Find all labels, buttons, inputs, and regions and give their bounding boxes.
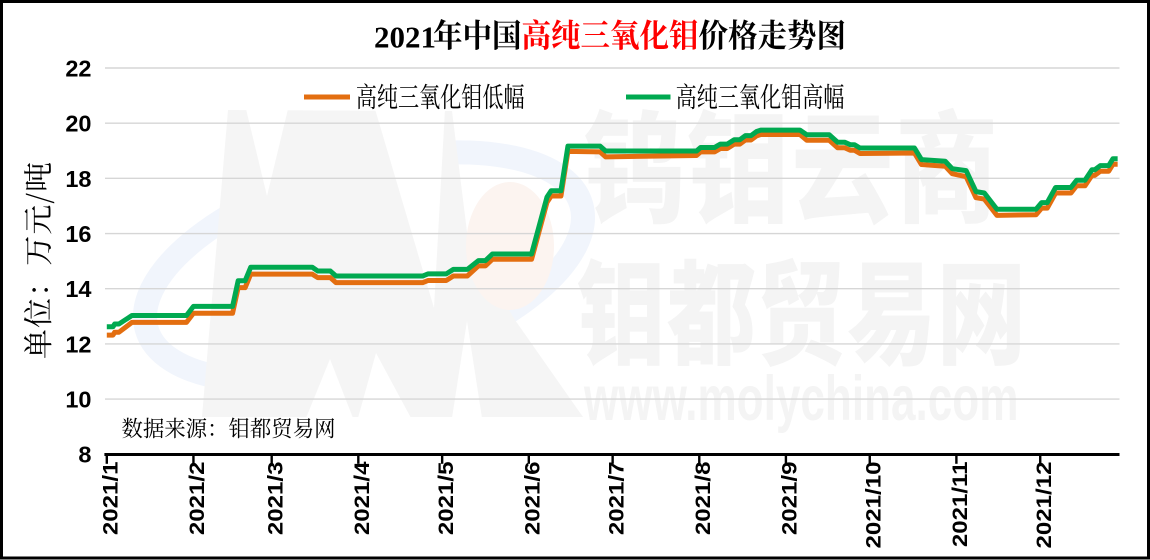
svg-text:20: 20 (65, 111, 91, 137)
svg-text:2021/5: 2021/5 (433, 461, 457, 535)
svg-text:16: 16 (65, 221, 91, 247)
svg-text:12: 12 (65, 331, 91, 357)
svg-text:2021/9: 2021/9 (777, 462, 801, 536)
svg-text:2021/7: 2021/7 (604, 462, 628, 536)
svg-text:10: 10 (65, 386, 91, 412)
svg-text:8: 8 (78, 442, 91, 468)
svg-text:22: 22 (65, 55, 91, 81)
svg-text:2021/8: 2021/8 (690, 462, 714, 536)
svg-text:18: 18 (65, 166, 91, 192)
svg-text:2021/6: 2021/6 (520, 462, 544, 536)
svg-text:2021/11: 2021/11 (947, 461, 971, 547)
svg-text:2021/4: 2021/4 (349, 461, 373, 535)
svg-text:2021/1: 2021/1 (98, 461, 122, 535)
svg-text:2021/12: 2021/12 (1031, 462, 1055, 549)
svg-text:2021/10: 2021/10 (861, 462, 885, 549)
svg-text:2021/3: 2021/3 (263, 462, 287, 536)
svg-text:2021: 2021 (374, 20, 436, 55)
svg-text:2021/2: 2021/2 (184, 462, 208, 536)
svg-text:14: 14 (65, 276, 91, 302)
